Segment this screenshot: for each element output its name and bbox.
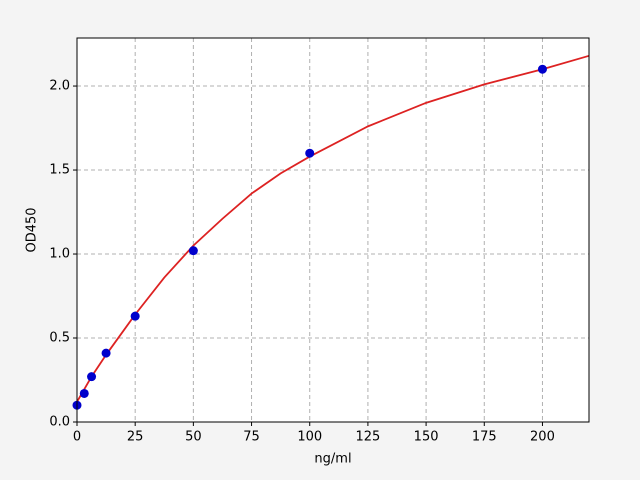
x-tick-label: 100: [297, 430, 322, 445]
y-axis-label: OD450: [25, 207, 40, 252]
data-point: [130, 311, 140, 321]
plot-area: [77, 38, 589, 422]
y-tick-label: 0.0: [49, 415, 70, 430]
data-point: [188, 246, 198, 256]
plot-layer: [72, 38, 590, 423]
x-tick-label: 200: [530, 430, 555, 445]
x-tick-label: 125: [355, 430, 380, 445]
y-tick-label: 2.0: [49, 79, 70, 94]
x-tick-label: 0: [73, 430, 81, 445]
x-tick-label: 150: [414, 430, 439, 445]
y-tick-label: 1.0: [49, 247, 70, 262]
data-point: [87, 372, 97, 382]
data-point: [537, 64, 547, 74]
x-tick-label: 175: [472, 430, 497, 445]
y-tick-label: 1.5: [49, 163, 70, 178]
data-point: [101, 348, 111, 358]
x-tick-label: 25: [127, 430, 144, 445]
x-tick-label: 75: [243, 430, 260, 445]
data-point: [305, 148, 315, 158]
plot-frame: [76, 37, 590, 423]
data-point: [79, 388, 89, 398]
x-tick-label: 50: [185, 430, 202, 445]
y-tick-label: 0.5: [49, 331, 70, 346]
fit-curve: [76, 54, 590, 403]
x-axis-label: ng/ml: [314, 452, 351, 467]
